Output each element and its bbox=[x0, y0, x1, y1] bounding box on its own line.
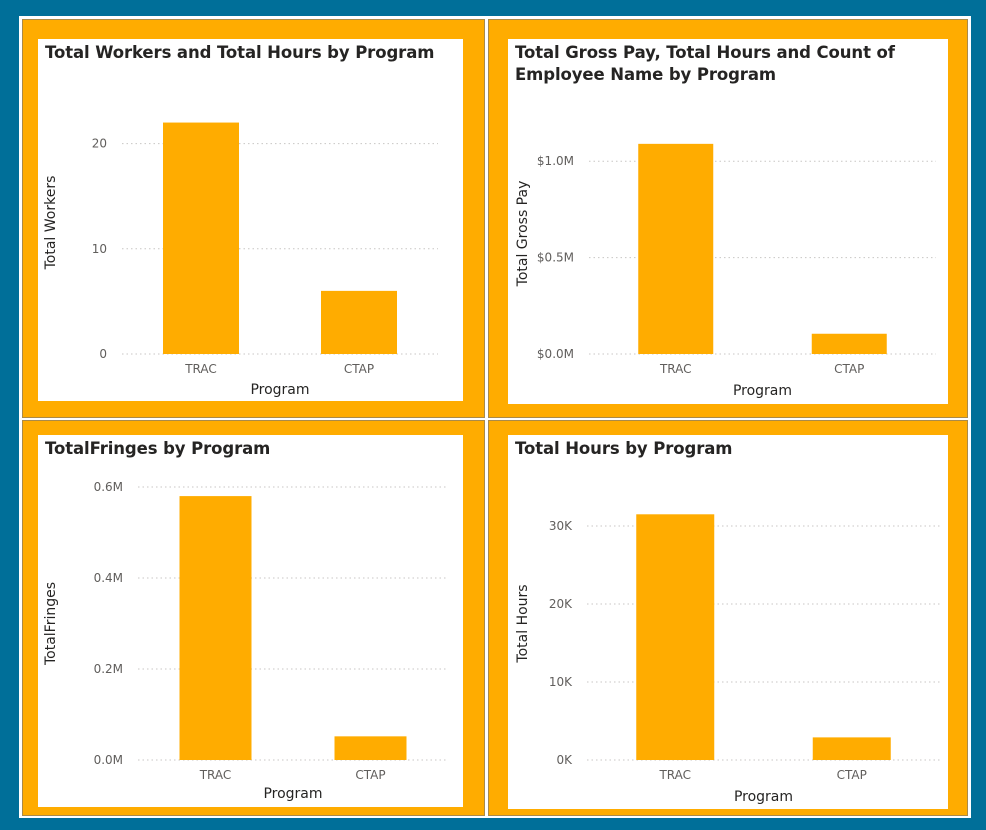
bar-chart-total-workers: 0 10 20 TRAC CTAP Program Total Workers bbox=[43, 122, 438, 398]
bar-chart-total-gross-pay: $0.0M $0.5M $1.0M TRAC CTAP Program Total Gros… bbox=[515, 143, 936, 399]
x-tick-label-trac: TRAC bbox=[659, 362, 692, 376]
chart-title: TotalFringes by Program bbox=[45, 439, 271, 458]
y-tick-label: 0.0M bbox=[94, 753, 123, 767]
x-tick-label-ctap: CTAP bbox=[834, 362, 864, 376]
y-tick-label: 0K bbox=[556, 753, 573, 767]
x-tick-label-ctap: CTAP bbox=[355, 768, 385, 782]
y-axis-title: Total Hours bbox=[515, 584, 531, 663]
y-tick-label: 0 bbox=[99, 347, 107, 361]
x-tick-label-trac: TRAC bbox=[658, 768, 691, 782]
x-tick-label-ctap: CTAP bbox=[837, 768, 867, 782]
chart-card-total-fringes[interactable]: TotalFringes by Program 0.0M 0.2M 0.4M 0.6M… bbox=[38, 435, 463, 807]
y-tick-label: 10K bbox=[549, 675, 573, 689]
panel-bottom-right: Total Hours by Program 0K 10K 20K 30K TRAC CT… bbox=[488, 420, 968, 816]
x-axis-title: Program bbox=[250, 382, 309, 398]
bar-trac bbox=[636, 514, 715, 760]
chart-title: Total Workers and Total Hours by Program bbox=[45, 43, 435, 62]
x-axis-title: Program bbox=[734, 789, 793, 805]
bar-trac bbox=[163, 122, 239, 354]
x-tick-label-trac: TRAC bbox=[199, 768, 232, 782]
y-tick-label: 20 bbox=[92, 137, 107, 151]
panel-top-left: Total Workers and Total Hours by Program… bbox=[22, 19, 485, 418]
x-tick-label-trac: TRAC bbox=[184, 362, 217, 376]
y-tick-label: 30K bbox=[549, 519, 573, 533]
y-tick-label: 0.2M bbox=[94, 662, 123, 676]
bar-chart-total-hours: 0K 10K 20K 30K TRAC CTAP Program Total Hours bbox=[515, 514, 940, 805]
y-tick-label: $0.5M bbox=[537, 251, 574, 265]
bar-ctap bbox=[321, 290, 397, 354]
x-axis-title: Program bbox=[263, 786, 322, 802]
y-tick-label: $0.0M bbox=[537, 347, 574, 361]
y-axis-title: TotalFringes bbox=[43, 582, 59, 666]
report-canvas: Total Workers and Total Hours by Program… bbox=[19, 16, 971, 818]
chart-card-total-gross-pay[interactable]: Total Gross Pay, Total Hours and Count o… bbox=[508, 39, 948, 404]
panel-bottom-left: TotalFringes by Program 0.0M 0.2M 0.4M 0.6M… bbox=[22, 420, 485, 816]
y-tick-label: 10 bbox=[92, 242, 107, 256]
bar-trac bbox=[179, 496, 252, 760]
y-axis-title: Total Workers bbox=[43, 176, 59, 271]
x-axis-title: Program bbox=[733, 383, 792, 399]
x-tick-label-ctap: CTAP bbox=[344, 362, 374, 376]
panel-top-right: Total Gross Pay, Total Hours and Count o… bbox=[488, 19, 968, 418]
bar-trac bbox=[638, 143, 714, 354]
bar-ctap bbox=[812, 737, 891, 760]
chart-title: Total Hours by Program bbox=[515, 439, 733, 458]
y-tick-label: 0.4M bbox=[94, 571, 123, 585]
y-tick-label: 0.6M bbox=[94, 480, 123, 494]
bar-ctap bbox=[811, 333, 887, 354]
chart-card-total-workers[interactable]: Total Workers and Total Hours by Program… bbox=[38, 39, 463, 401]
y-tick-label: 20K bbox=[549, 597, 573, 611]
chart-title: Total Gross Pay, Total Hours and Count o… bbox=[515, 43, 895, 84]
chart-card-total-hours[interactable]: Total Hours by Program 0K 10K 20K 30K TRAC CT… bbox=[508, 435, 948, 809]
y-tick-label: $1.0M bbox=[537, 154, 574, 168]
bar-chart-total-fringes: 0.0M 0.2M 0.4M 0.6M TRAC CTAP Program TotalFrin… bbox=[43, 480, 448, 802]
y-axis-title: Total Gross Pay bbox=[515, 181, 531, 288]
bar-ctap bbox=[334, 736, 407, 760]
